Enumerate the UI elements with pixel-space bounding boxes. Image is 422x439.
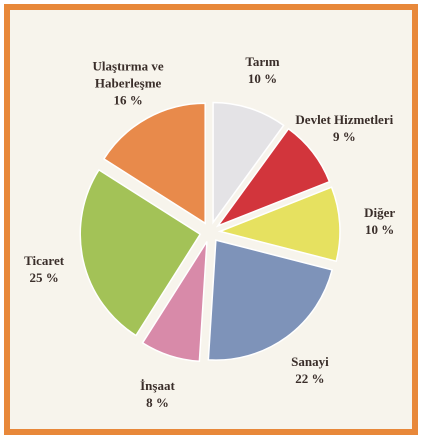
value-label: 9 % [332,128,356,144]
value-label: 25 % [29,270,59,286]
category-label: Ulaştırma ve Haberleşme [92,58,164,91]
pie-slice [207,239,334,361]
value-label: 10 % [365,222,395,238]
category-label: Devlet Hizmetleri [295,111,394,127]
slice-label: Ticaret 25 % [0,252,99,286]
value-label: 10 % [247,71,278,87]
pie-slice [141,241,208,363]
category-label: Sanayi [291,353,329,369]
pie-slice [212,101,285,225]
value-label: 22 % [295,370,325,386]
value-label: 8 % [146,394,169,410]
slice-label: Devlet Hizmetleri 9 % [289,111,399,145]
pie-slice [217,186,341,263]
slice-label: İnşaat 8 % [102,377,212,411]
slice-label: Diğer 10 % [325,204,422,238]
pie-slice [79,168,202,337]
slice-label: Sanayi 22 % [255,353,365,387]
slice-label: Ulaştırma ve Haberleşme 16 % [73,58,183,109]
slice-label: Tarım 10 % [208,53,318,87]
category-label: Diğer [364,205,396,221]
category-label: Ticaret [24,253,65,269]
pie-slice [215,127,331,228]
category-label: Tarım [245,54,280,70]
pie-slice [102,102,206,225]
category-label: İnşaat [140,377,175,393]
frame [4,4,418,435]
value-label: 16 % [113,92,143,108]
